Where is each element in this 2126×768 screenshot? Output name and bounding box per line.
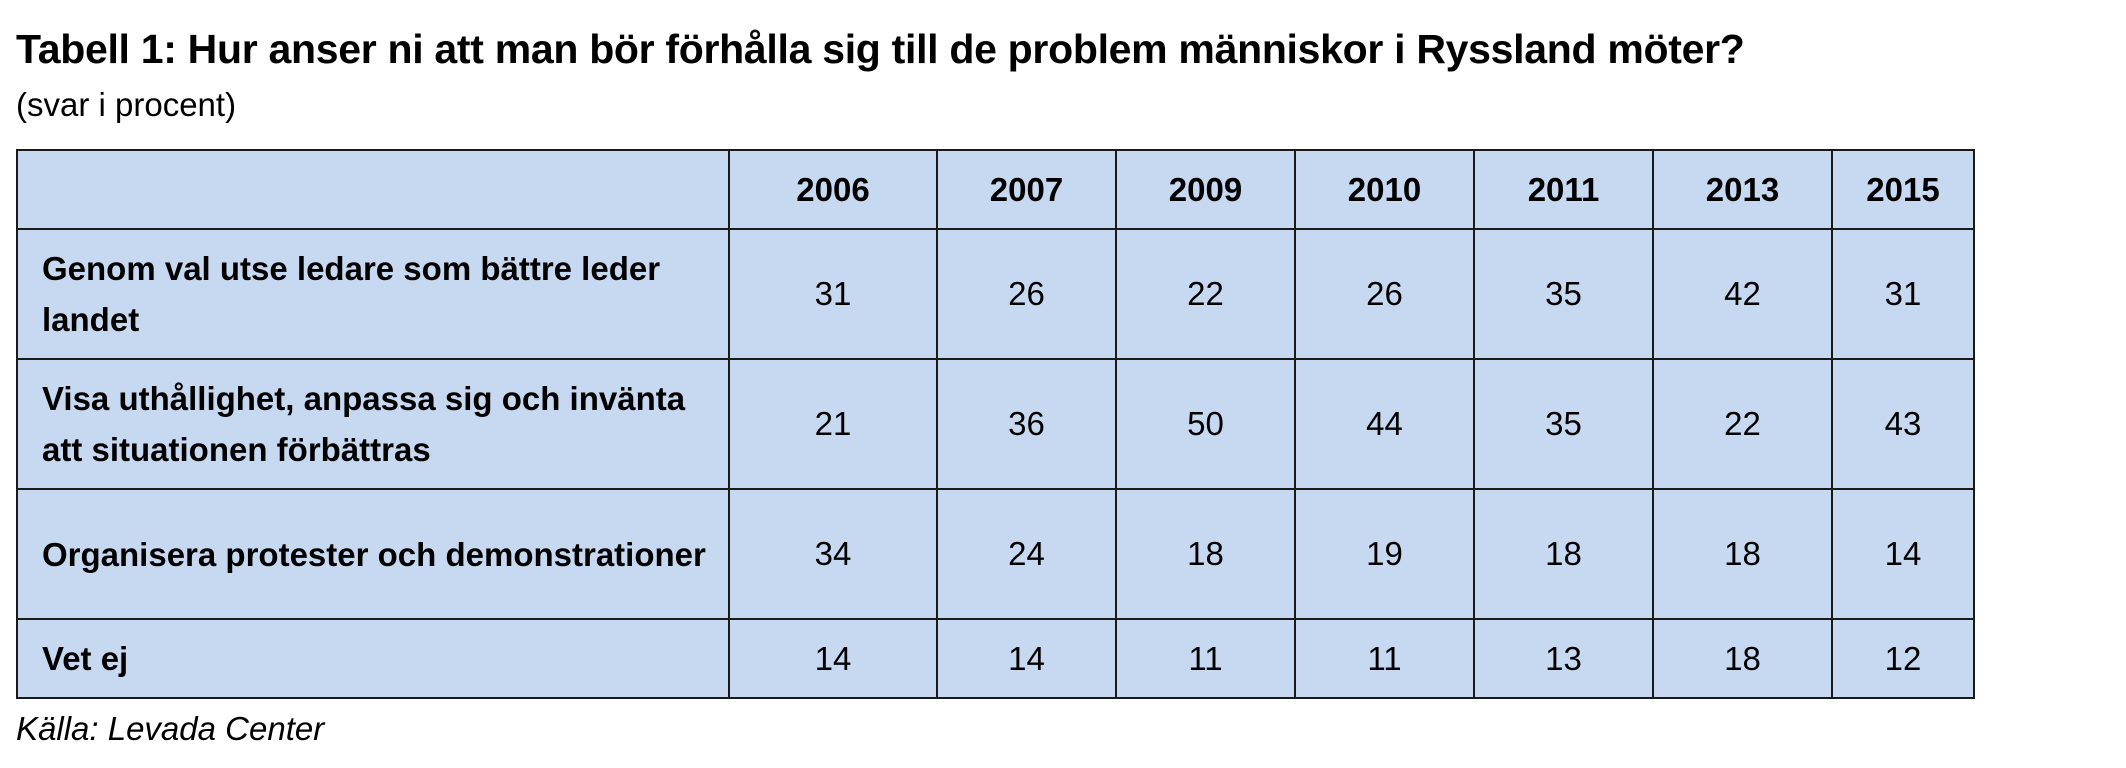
table-cell: 35 (1473, 358, 1654, 490)
table-cell: 22 (1652, 358, 1833, 490)
table-cell: 13 (1473, 618, 1654, 699)
table-cell: 44 (1294, 358, 1475, 490)
row-label: Genom val utse ledare som bättre leder l… (16, 228, 730, 360)
column-header-year: 2006 (728, 149, 938, 230)
table-cell: 18 (1115, 488, 1296, 620)
table-row: Visa uthållighet, anpassa sig och invänt… (16, 358, 1975, 490)
row-label: Organisera protester och demonstrationer (16, 488, 730, 620)
table-cell: 19 (1294, 488, 1475, 620)
column-header-year: 2010 (1294, 149, 1475, 230)
table-cell: 50 (1115, 358, 1296, 490)
column-header-year: 2007 (936, 149, 1117, 230)
table-cell: 36 (936, 358, 1117, 490)
table-cell: 14 (728, 618, 938, 699)
table-cell: 11 (1115, 618, 1296, 699)
table-row: Organisera protester och demonstrationer… (16, 488, 1975, 620)
table-cell: 18 (1652, 488, 1833, 620)
table-cell: 11 (1294, 618, 1475, 699)
table-cell: 42 (1652, 228, 1833, 360)
table-cell: 21 (728, 358, 938, 490)
table-cell: 31 (728, 228, 938, 360)
table-cell: 26 (936, 228, 1117, 360)
table-cell: 35 (1473, 228, 1654, 360)
row-label: Visa uthållighet, anpassa sig och invänt… (16, 358, 730, 490)
table-cell: 26 (1294, 228, 1475, 360)
table-cell: 24 (936, 488, 1117, 620)
table-row: Genom val utse ledare som bättre leder l… (16, 228, 1975, 360)
table-subtitle: (svar i procent) (16, 86, 237, 123)
data-table: 2006 2007 2009 2010 2011 2013 2015 Genom… (16, 149, 1975, 699)
table-cell: 31 (1831, 228, 1975, 360)
table-cell: 18 (1652, 618, 1833, 699)
table-cell: 12 (1831, 618, 1975, 699)
table-cell: 22 (1115, 228, 1296, 360)
table-cell: 14 (936, 618, 1117, 699)
row-label: Vet ej (16, 618, 730, 699)
header-row: 2006 2007 2009 2010 2011 2013 2015 (16, 149, 1975, 230)
table-cell: 18 (1473, 488, 1654, 620)
column-header-year: 2013 (1652, 149, 1833, 230)
column-header-year: 2009 (1115, 149, 1296, 230)
column-header-year: 2015 (1831, 149, 1975, 230)
column-header-label (16, 149, 730, 230)
table-cell: 34 (728, 488, 938, 620)
source-note: Källa: Levada Center (16, 710, 325, 747)
column-header-year: 2011 (1473, 149, 1654, 230)
table-cell: 14 (1831, 488, 1975, 620)
table-cell: 43 (1831, 358, 1975, 490)
table-row: Vet ej 14 14 11 11 13 18 12 (16, 618, 1975, 699)
table-title: Tabell 1: Hur anser ni att man bör förhå… (16, 26, 1745, 72)
